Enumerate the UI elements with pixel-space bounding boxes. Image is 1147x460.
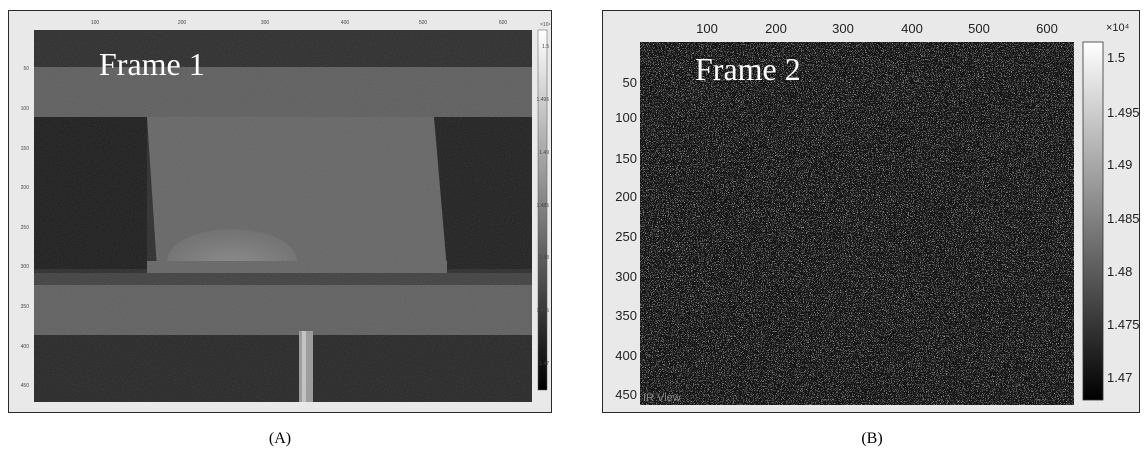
- y-tick: 100: [615, 110, 637, 125]
- caption-a: (A): [268, 430, 292, 447]
- x-tick: 100: [696, 21, 718, 36]
- colorbar-tick: 1.5: [542, 44, 549, 50]
- colorbar-tick: 1.5: [1107, 50, 1125, 65]
- x-axis-ticks: 100 200 300 400 500 600: [91, 20, 508, 26]
- colorbar-tick: 1.47: [539, 361, 549, 367]
- panel-b: IR View 100 200 300 400 500 600 50 100 1…: [602, 10, 1140, 413]
- y-tick: 450: [615, 387, 637, 402]
- colorbar: ×10⁴ 1.5 1.495 1.49 1.485 1.48 1.475 1.4…: [536, 22, 551, 391]
- colorbar-tick: 1.49: [539, 150, 549, 156]
- x-tick: 400: [901, 21, 923, 36]
- x-tick: 300: [261, 20, 270, 26]
- colorbar-tick: 1.49: [1107, 157, 1132, 172]
- y-tick: 300: [615, 269, 637, 284]
- x-tick: 600: [499, 20, 508, 26]
- y-axis-ticks: 50 100 150 200 250 300 350 400 450: [615, 75, 637, 402]
- y-tick: 400: [615, 348, 637, 363]
- caption-b: (B): [861, 430, 883, 447]
- panel-a-figure: 100 200 300 400 500 600 50 100 150 200 2…: [21, 20, 551, 402]
- y-axis-ticks: 50 100 150 200 250 300 350 400 450: [21, 66, 30, 389]
- y-tick: 250: [615, 229, 637, 244]
- y-tick: 350: [615, 308, 637, 323]
- colorbar-tick: 1.475: [1107, 317, 1140, 332]
- colorbar-tick: 1.495: [1107, 105, 1140, 120]
- colorbar-tick: 1.475: [536, 308, 549, 314]
- colorbar: ×10⁴ 1.5 1.495 1.49 1.485 1.48 1.475 1.4…: [1082, 22, 1140, 401]
- thermal-image-frame-1: [34, 30, 532, 402]
- y-tick: 450: [21, 383, 30, 389]
- x-tick: 200: [765, 21, 787, 36]
- colorbar-tick: 1.48: [539, 255, 549, 261]
- colorbar-tick: 1.47: [1107, 370, 1132, 385]
- panel-b-figure: IR View 100 200 300 400 500 600 50 100 1…: [615, 21, 1140, 405]
- y-tick: 100: [21, 106, 30, 112]
- colorbar-tick: 1.48: [1107, 264, 1132, 279]
- thermal-image-frame-2: IR View: [640, 42, 1074, 405]
- colorbar-tick: 1.495: [536, 97, 549, 103]
- x-axis-ticks: 100 200 300 400 500 600: [696, 21, 1058, 36]
- y-tick: 200: [21, 185, 30, 191]
- colorbar-exponent: ×10⁴: [1106, 22, 1130, 34]
- x-tick: 500: [419, 20, 428, 26]
- colorbar-tick: 1.485: [536, 203, 549, 209]
- y-tick: 50: [23, 66, 29, 72]
- x-tick: 200: [178, 20, 187, 26]
- y-tick: 250: [21, 225, 30, 231]
- y-tick: 350: [21, 304, 30, 310]
- y-tick: 400: [21, 344, 30, 350]
- x-tick: 600: [1036, 21, 1058, 36]
- colorbar-tick: 1.485: [1107, 211, 1140, 226]
- x-tick: 300: [832, 21, 854, 36]
- watermark: IR View: [643, 392, 681, 404]
- y-tick: 150: [615, 151, 637, 166]
- y-tick: 50: [623, 75, 637, 90]
- colorbar-exponent: ×10⁴: [540, 22, 551, 28]
- panel-a: 100 200 300 400 500 600 50 100 150 200 2…: [8, 10, 552, 413]
- x-tick: 100: [91, 20, 100, 26]
- y-tick: 200: [615, 189, 637, 204]
- y-tick: 150: [21, 146, 30, 152]
- y-tick: 300: [21, 264, 30, 270]
- frame-label: Frame 1: [99, 46, 205, 82]
- frame-label: Frame 2: [695, 51, 801, 87]
- x-tick: 500: [968, 21, 990, 36]
- x-tick: 400: [341, 20, 350, 26]
